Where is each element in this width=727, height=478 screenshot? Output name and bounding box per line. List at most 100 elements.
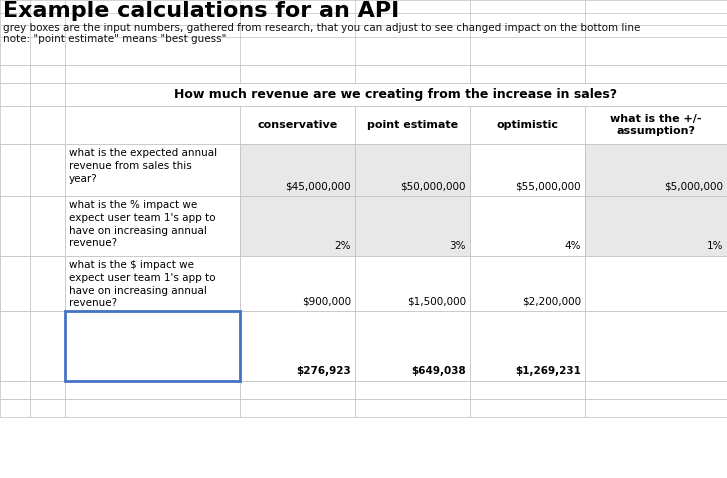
Text: $1,269,231: $1,269,231 bbox=[515, 366, 581, 376]
Bar bbox=[30, 399, 65, 417]
Bar bbox=[0, 196, 30, 256]
Bar bbox=[0, 106, 30, 144]
Bar bbox=[30, 65, 65, 83]
Bar bbox=[65, 311, 240, 381]
Bar bbox=[470, 399, 585, 417]
Bar bbox=[240, 144, 355, 196]
Bar bbox=[355, 381, 470, 399]
Text: optimistic: optimistic bbox=[497, 120, 558, 130]
Bar bbox=[585, 256, 727, 311]
Bar bbox=[65, 311, 240, 381]
Bar bbox=[0, 399, 30, 417]
Bar bbox=[585, 196, 727, 256]
Bar bbox=[470, 83, 585, 106]
Text: grey boxes are the input numbers, gathered from research, that you can adjust to: grey boxes are the input numbers, gather… bbox=[3, 23, 640, 33]
Text: point estimate: point estimate bbox=[367, 120, 458, 130]
Bar bbox=[0, 65, 30, 83]
Bar bbox=[0, 311, 30, 381]
Bar bbox=[65, 65, 240, 83]
Bar bbox=[585, 311, 727, 381]
Bar bbox=[355, 196, 470, 256]
Bar bbox=[585, 144, 727, 196]
Text: what is the $ impact we
expect user team 1's app to
have on increasing annual
re: what is the $ impact we expect user team… bbox=[69, 260, 215, 308]
Text: 2%: 2% bbox=[334, 241, 351, 251]
Bar bbox=[240, 65, 355, 83]
Text: 3%: 3% bbox=[449, 241, 466, 251]
Bar bbox=[0, 196, 30, 256]
Text: conservative: conservative bbox=[257, 120, 337, 130]
Text: $276,923: $276,923 bbox=[296, 366, 351, 376]
Bar bbox=[240, 381, 355, 399]
Bar bbox=[0, 144, 30, 196]
Bar bbox=[65, 256, 240, 311]
Bar bbox=[65, 83, 727, 106]
Bar bbox=[30, 256, 65, 311]
Bar bbox=[30, 144, 65, 196]
Bar bbox=[355, 256, 470, 311]
Bar bbox=[65, 399, 240, 417]
Bar bbox=[65, 144, 240, 196]
Bar bbox=[585, 106, 727, 144]
Text: $50,000,000: $50,000,000 bbox=[401, 181, 466, 191]
Text: $5,000,000: $5,000,000 bbox=[664, 181, 723, 191]
Bar bbox=[30, 106, 65, 144]
Bar bbox=[30, 144, 65, 196]
Text: 4%: 4% bbox=[564, 241, 581, 251]
Text: Example calculations for an API: Example calculations for an API bbox=[3, 1, 399, 21]
Text: $649,038: $649,038 bbox=[411, 366, 466, 376]
Bar bbox=[585, 399, 727, 417]
Bar bbox=[355, 256, 470, 311]
Bar bbox=[0, 256, 30, 311]
Bar bbox=[470, 196, 585, 256]
Bar bbox=[355, 106, 470, 144]
Text: How much revenue are we creating from the increase in sales?: How much revenue are we creating from th… bbox=[174, 88, 617, 101]
Bar bbox=[0, 256, 30, 311]
Text: what is the $ impact OUR
TEAM has, given the
amount of time we are
saving this u: what is the $ impact OUR TEAM has, given… bbox=[69, 315, 218, 363]
Bar bbox=[355, 83, 470, 106]
Bar bbox=[585, 196, 727, 256]
Bar bbox=[470, 311, 585, 381]
Bar bbox=[240, 399, 355, 417]
Text: $900,000: $900,000 bbox=[302, 296, 351, 306]
Bar bbox=[355, 311, 470, 381]
Bar bbox=[0, 83, 30, 106]
Bar bbox=[240, 196, 355, 256]
Bar bbox=[30, 83, 65, 106]
Bar bbox=[470, 106, 585, 144]
Bar bbox=[240, 106, 355, 144]
Bar bbox=[470, 256, 585, 311]
Bar bbox=[0, 144, 30, 196]
Bar bbox=[65, 196, 240, 256]
Text: 1%: 1% bbox=[707, 241, 723, 251]
Bar bbox=[240, 311, 355, 381]
Bar bbox=[65, 381, 240, 399]
Bar bbox=[65, 196, 240, 256]
Text: $2,200,000: $2,200,000 bbox=[522, 296, 581, 306]
Text: $55,000,000: $55,000,000 bbox=[515, 181, 581, 191]
Bar bbox=[355, 65, 470, 83]
Bar bbox=[585, 83, 727, 106]
Text: what is the % impact we
expect user team 1's app to
have on increasing annual
re: what is the % impact we expect user team… bbox=[69, 200, 215, 249]
Bar bbox=[355, 399, 470, 417]
Bar bbox=[470, 144, 585, 196]
Bar bbox=[0, 381, 30, 399]
Text: what is the expected annual
revenue from sales this
year?: what is the expected annual revenue from… bbox=[69, 148, 217, 184]
Bar bbox=[30, 311, 65, 381]
Bar bbox=[355, 311, 470, 381]
Bar bbox=[355, 144, 470, 196]
Bar bbox=[470, 256, 585, 311]
Bar bbox=[30, 196, 65, 256]
Bar bbox=[470, 381, 585, 399]
Bar bbox=[0, 311, 30, 381]
Bar bbox=[240, 196, 355, 256]
Bar bbox=[585, 65, 727, 83]
Bar bbox=[65, 311, 240, 381]
Bar bbox=[355, 144, 470, 196]
Bar bbox=[30, 381, 65, 399]
Bar bbox=[470, 196, 585, 256]
Bar bbox=[585, 311, 727, 381]
Bar bbox=[65, 144, 240, 196]
Bar bbox=[470, 65, 585, 83]
Text: $45,000,000: $45,000,000 bbox=[286, 181, 351, 191]
Bar bbox=[30, 311, 65, 381]
